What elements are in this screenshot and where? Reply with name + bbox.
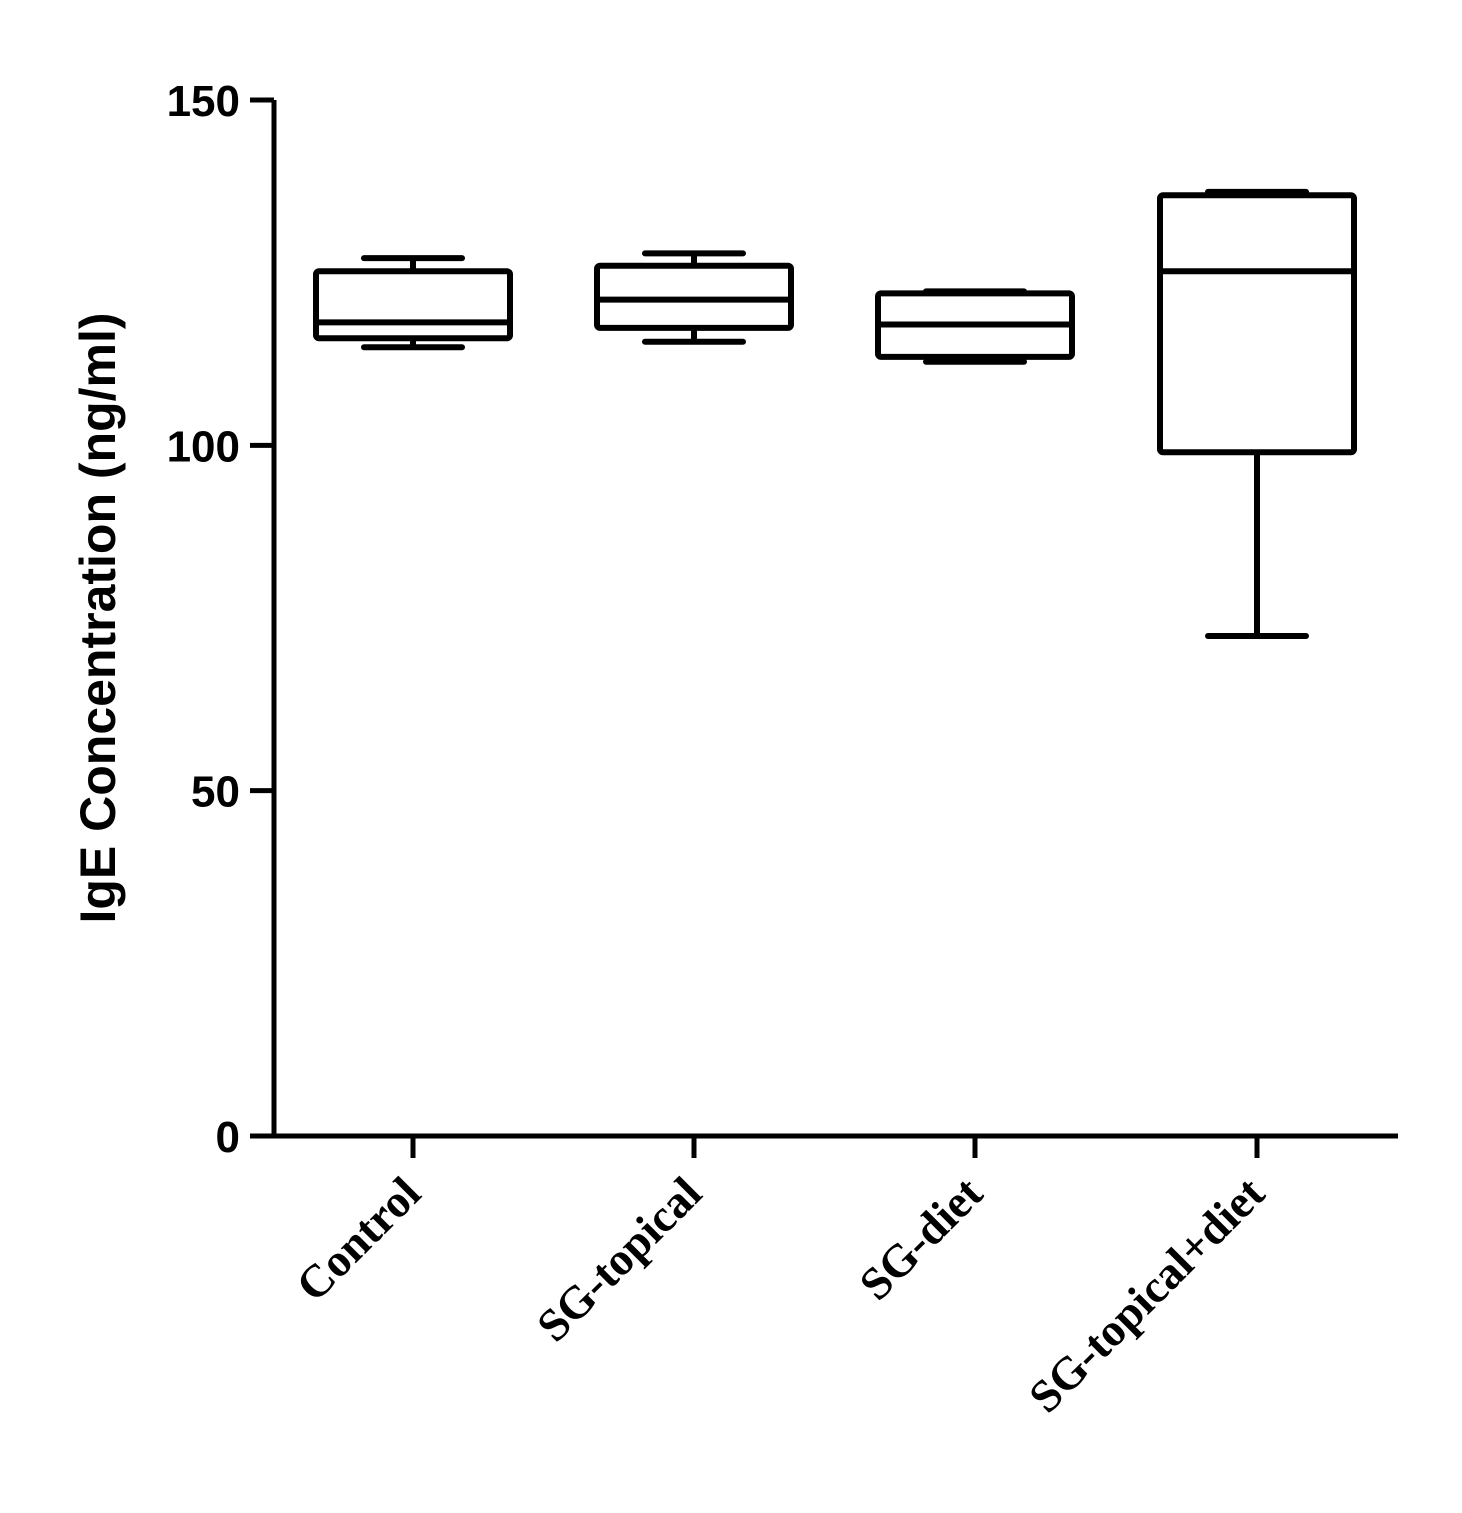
box-sg-topical — [594, 250, 794, 345]
axes — [250, 100, 1398, 1139]
iqr-box — [313, 268, 513, 342]
y-tick-label: 150 — [167, 77, 240, 126]
x-ticks: Control SG-topical SG-diet SG-topical+diet — [286, 1136, 1275, 1423]
iqr-box — [1157, 192, 1357, 456]
y-tick-label: 100 — [167, 422, 240, 471]
y-axis-title: IgE Concentration (ng/ml) — [70, 312, 126, 923]
x-tick-label: SG-diet — [849, 1167, 992, 1310]
box-control — [313, 255, 513, 351]
y-ticks: 0 50 100 150 — [167, 77, 274, 1162]
y-tick-label: 50 — [191, 768, 240, 817]
boxes — [313, 188, 1357, 639]
x-tick-label: Control — [286, 1167, 430, 1311]
x-tick-label: SG-topical — [527, 1167, 711, 1351]
box-sg-diet — [875, 288, 1075, 365]
y-tick-label: 0 — [216, 1113, 240, 1162]
box-sg-topical-diet — [1157, 188, 1357, 639]
x-tick-label: SG-topical+diet — [1019, 1167, 1275, 1423]
